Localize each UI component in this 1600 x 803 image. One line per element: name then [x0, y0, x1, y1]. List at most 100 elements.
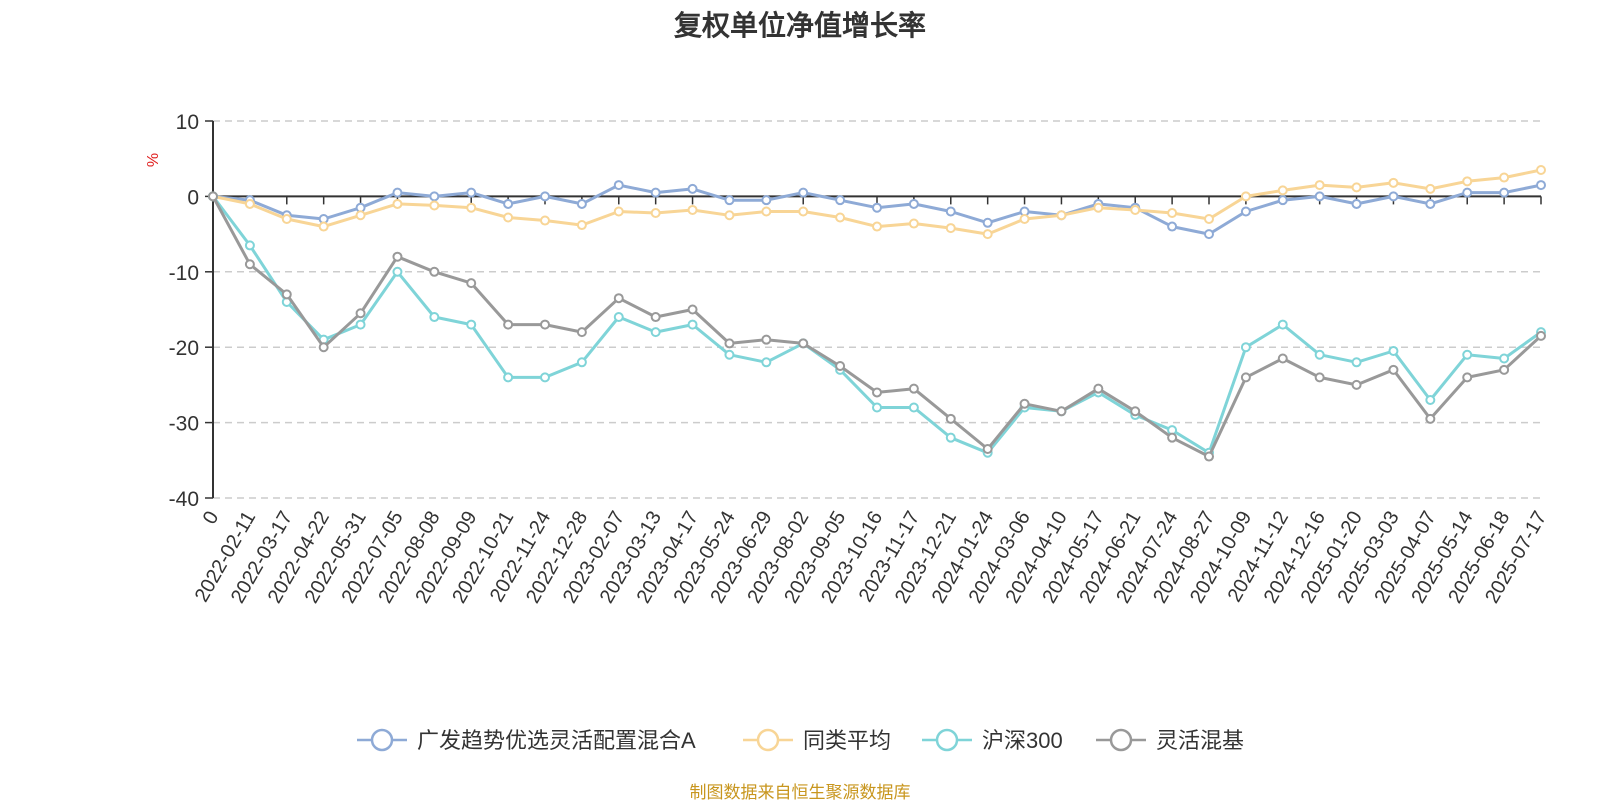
data-point	[687, 319, 698, 330]
series-2	[208, 165, 1546, 240]
data-point	[1462, 372, 1473, 383]
data-point	[761, 206, 772, 217]
data-point	[687, 183, 698, 194]
legend-label: 广发趋势优选灵活配置混合A	[417, 728, 696, 753]
data-point	[761, 334, 772, 345]
data-point	[392, 251, 403, 262]
data-point	[244, 198, 255, 209]
chart-title: 复权单位净值增长率	[673, 9, 926, 42]
data-point	[540, 191, 550, 202]
x-tick-label: 0	[199, 508, 224, 529]
data-point	[1093, 383, 1104, 394]
data-point	[650, 312, 661, 323]
data-point	[945, 432, 956, 443]
data-point	[1167, 432, 1178, 443]
data-point	[576, 220, 587, 231]
legend-item[interactable]: 灵活混基	[1096, 728, 1244, 753]
data-point	[1314, 349, 1325, 360]
data-point	[982, 217, 993, 228]
data-point	[1204, 229, 1214, 240]
data-point	[724, 210, 735, 221]
data-point	[1130, 406, 1141, 417]
data-point	[1167, 221, 1178, 232]
data-point	[650, 187, 661, 198]
data-point	[798, 187, 809, 198]
data-point	[466, 202, 477, 213]
data-point	[1462, 176, 1473, 187]
grid-lines	[213, 120, 1541, 499]
data-point	[244, 259, 255, 270]
data-point	[576, 327, 587, 338]
data-point	[908, 218, 919, 229]
data-point	[1204, 214, 1214, 225]
data-point	[687, 304, 698, 315]
data-source-note: 制图数据来自恒生聚源数据库	[689, 783, 911, 803]
data-point	[429, 191, 440, 202]
data-point	[835, 212, 846, 223]
data-point	[982, 443, 993, 454]
legend[interactable]: 广发趋势优选灵活配置混合A 同类平均 沪深300 灵活混基	[357, 728, 1244, 753]
data-point	[503, 198, 514, 209]
series-group	[208, 165, 1546, 462]
data-point	[466, 278, 477, 289]
data-point	[540, 215, 550, 226]
data-point	[613, 312, 624, 323]
data-point	[429, 312, 440, 323]
legend-label: 灵活混基	[1156, 728, 1244, 753]
data-point	[650, 327, 661, 338]
data-point	[613, 206, 624, 217]
y-tick-label: -30	[169, 413, 199, 436]
data-point	[724, 195, 735, 206]
data-point	[872, 202, 882, 213]
data-point	[1499, 172, 1510, 183]
legend-item[interactable]: 同类平均	[743, 728, 891, 753]
data-point	[355, 319, 366, 330]
data-point	[835, 195, 846, 206]
y-axis-unit-label: %	[145, 153, 162, 167]
data-point	[872, 387, 882, 398]
data-point	[945, 413, 956, 424]
data-point	[1314, 180, 1325, 191]
data-point	[576, 357, 587, 368]
data-point	[466, 319, 477, 330]
data-point	[1351, 182, 1362, 193]
legend-item[interactable]: 沪深300	[922, 728, 1063, 753]
legend-label: 沪深300	[982, 728, 1063, 753]
legend-item[interactable]: 广发趋势优选灵活配置混合A	[357, 728, 696, 753]
data-point	[1130, 204, 1141, 215]
data-point	[1499, 353, 1510, 364]
data-point	[908, 402, 919, 413]
legend-label: 同类平均	[803, 728, 891, 753]
x-tick-labels: 02022-02-112022-03-172022-04-222022-05-3…	[191, 508, 1552, 608]
data-point	[1351, 198, 1362, 209]
data-point	[466, 187, 477, 198]
data-point	[1351, 379, 1362, 390]
data-point	[1240, 191, 1251, 202]
data-point	[687, 204, 698, 215]
data-point	[945, 206, 956, 217]
legend-circle-icon	[1109, 728, 1133, 752]
axes	[205, 120, 1542, 499]
data-point	[1277, 185, 1288, 196]
data-point	[872, 221, 882, 232]
data-point	[1314, 372, 1325, 383]
data-point	[945, 223, 956, 234]
data-point	[872, 402, 882, 413]
data-point	[982, 229, 993, 240]
data-point	[1351, 357, 1362, 368]
data-point	[1388, 191, 1399, 202]
data-point	[281, 214, 292, 225]
y-tick-label: 0	[187, 186, 199, 209]
y-tick-label: -40	[169, 488, 199, 511]
data-point	[1462, 187, 1473, 198]
data-point	[1204, 451, 1214, 462]
y-tick-label: 10	[176, 111, 199, 134]
data-point	[1425, 413, 1436, 424]
legend-circle-icon	[370, 728, 394, 752]
data-point	[1536, 180, 1546, 191]
y-tick-label: -10	[169, 262, 199, 285]
legend-circle-icon	[935, 728, 959, 752]
data-point	[429, 266, 440, 277]
data-point	[1240, 342, 1251, 353]
data-point	[392, 187, 403, 198]
